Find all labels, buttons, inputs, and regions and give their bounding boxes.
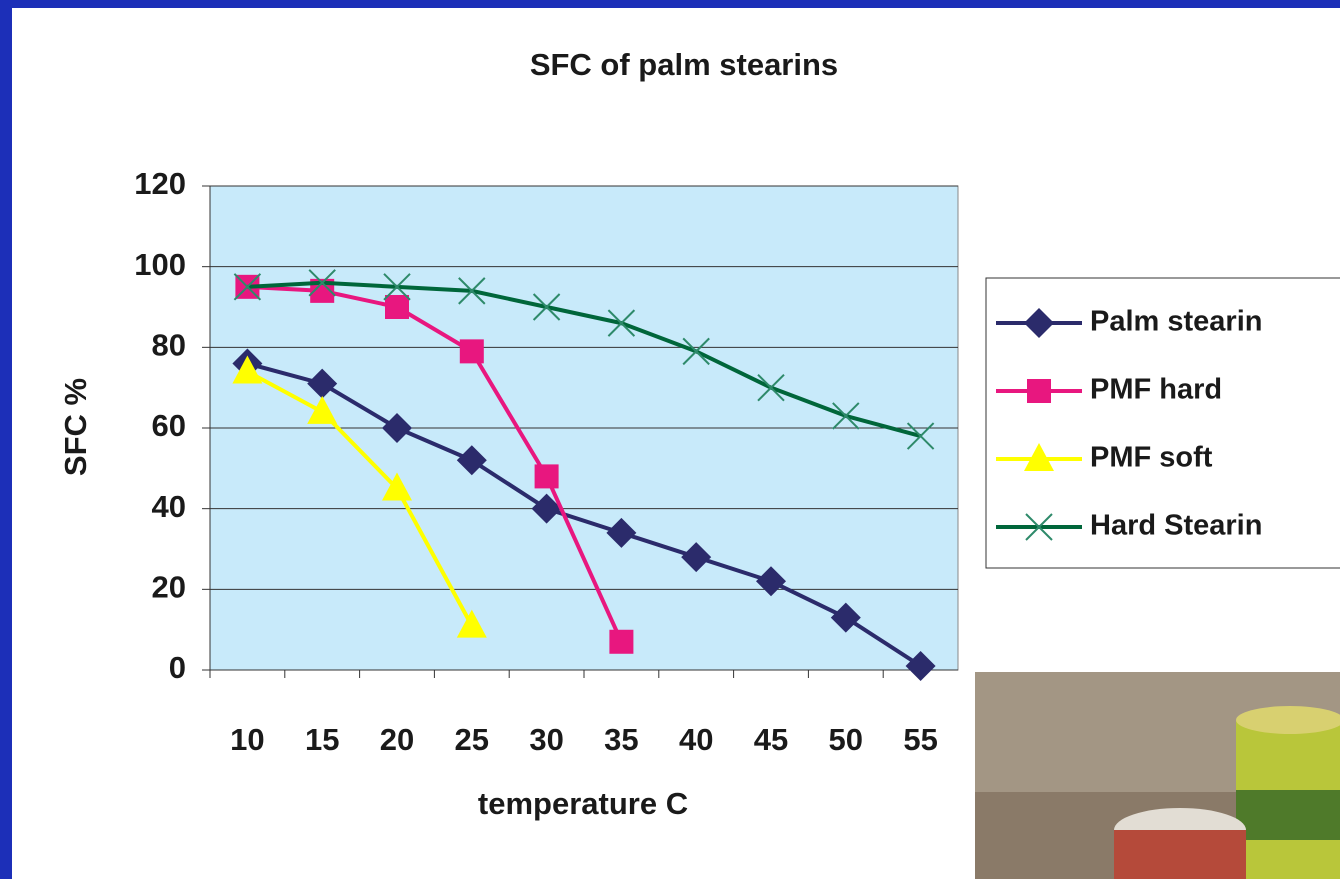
x-tick-label: 35 <box>604 722 638 757</box>
legend-label: PMF soft <box>1090 442 1213 474</box>
x-tick-label: 40 <box>679 722 713 757</box>
legend-label: Hard Stearin <box>1090 510 1262 542</box>
y-tick-label: 100 <box>134 247 186 282</box>
y-tick-label: 120 <box>134 166 186 201</box>
legend-label: Palm stearin <box>1090 306 1262 338</box>
x-tick-label: 55 <box>903 722 937 757</box>
y-tick-label: 0 <box>169 650 186 685</box>
y-tick-label: 40 <box>152 489 186 524</box>
marker <box>460 339 484 363</box>
x-tick-label: 20 <box>380 722 414 757</box>
y-tick-label: 20 <box>152 570 186 605</box>
y-axis-title: SFC % <box>58 378 93 476</box>
x-tick-label: 15 <box>305 722 339 757</box>
x-tick-label: 45 <box>754 722 788 757</box>
page: {"chart_data": {"type": "line", "title":… <box>0 0 1340 879</box>
slide: SFC of palm stearins temperature C SFC %… <box>0 0 1340 879</box>
x-tick-label: 50 <box>829 722 863 757</box>
x-tick-label: 10 <box>230 722 264 757</box>
photo <box>975 672 1340 879</box>
x-tick-label: 30 <box>529 722 563 757</box>
marker <box>609 630 633 654</box>
marker <box>385 295 409 319</box>
y-tick-label: 60 <box>152 408 186 443</box>
chart-title: SFC of palm stearins <box>530 47 838 82</box>
marker <box>1027 379 1051 403</box>
x-axis-title: temperature C <box>478 786 688 821</box>
x-tick-label: 25 <box>455 722 489 757</box>
y-tick-label: 80 <box>152 328 186 363</box>
legend-label: PMF hard <box>1090 374 1222 406</box>
marker <box>535 464 559 488</box>
